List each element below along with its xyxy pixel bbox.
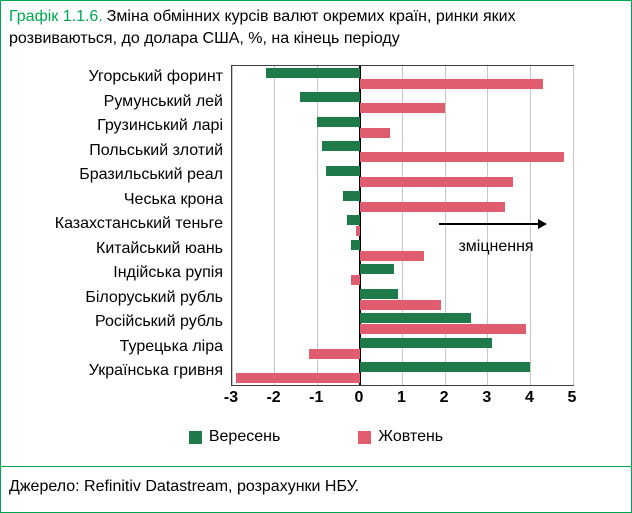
gridline	[274, 66, 276, 385]
bar-september	[359, 288, 399, 299]
x-tick-label: 4	[524, 389, 534, 406]
bar-september	[359, 362, 531, 373]
bar-september	[266, 67, 360, 78]
x-tick-label: 2	[439, 389, 449, 406]
category-label: Китайський юань	[96, 239, 223, 257]
x-tick-label: 0	[354, 389, 364, 406]
legend-swatch	[188, 430, 202, 444]
bar-september	[347, 215, 360, 225]
bar-september	[359, 337, 492, 348]
bar-september	[359, 313, 471, 324]
bar-october	[359, 201, 505, 212]
bar-october	[236, 373, 360, 384]
bar-september	[300, 92, 360, 103]
legend-swatch	[358, 430, 372, 444]
legend-item: Вересень	[188, 428, 281, 446]
category-label: Казахстанський теньге	[54, 215, 223, 233]
zero-axis-line	[359, 66, 361, 385]
bar-september	[321, 141, 360, 152]
bar-october	[308, 348, 360, 359]
x-tick-label: 1	[397, 389, 406, 406]
bar-october	[351, 275, 360, 286]
x-tick-label: 5	[567, 389, 577, 406]
legend-item: Жовтень	[358, 428, 443, 446]
bar-october	[359, 152, 565, 163]
strengthening-arrow-head	[538, 219, 547, 229]
legend-label: Жовтень	[378, 428, 444, 445]
category-label: Індійська рупія	[113, 264, 223, 282]
category-label: Бразильський реал	[79, 166, 223, 184]
bar-september	[342, 190, 360, 201]
bar-september	[351, 239, 360, 250]
bar-october	[359, 176, 514, 187]
chart-title: Графік 1.1.6. Зміна обмінних курсів валют…	[9, 6, 625, 49]
strengthening-label: зміцнення	[458, 238, 534, 255]
category-label: Українська гривня	[88, 362, 223, 380]
legend-label: Вересень	[208, 428, 281, 445]
bar-october	[359, 324, 527, 335]
bar-september	[359, 264, 394, 275]
bar-september	[325, 165, 360, 176]
category-label: Чеська крона	[123, 190, 223, 208]
category-label: Турецька ліра	[119, 337, 223, 355]
gridline	[487, 66, 489, 385]
bar-october	[359, 299, 441, 310]
category-label: Грузинський ларі	[97, 117, 223, 135]
x-tick-label: -2	[266, 389, 281, 406]
gridline	[231, 66, 233, 385]
strengthening-arrow-line	[439, 223, 539, 225]
bar-october	[359, 78, 544, 89]
gridline	[444, 66, 446, 385]
divider-line	[1, 466, 631, 467]
category-label: Російський рубль	[94, 313, 223, 331]
chart-legend: Вересень Жовтень	[1, 428, 631, 446]
chart-number: Графік 1.1.6.	[9, 8, 103, 25]
gridline	[529, 66, 531, 385]
bar-october	[355, 226, 360, 236]
gridline	[316, 66, 318, 385]
plot-area: зміцнення	[231, 65, 574, 386]
category-label: Угорський форинт	[88, 68, 223, 85]
bar-october	[359, 250, 424, 261]
x-tick-label: -1	[309, 389, 324, 406]
gridline	[402, 66, 403, 385]
category-label: Польський злотий	[89, 141, 223, 159]
category-label: Білоруський рубль	[85, 288, 223, 306]
x-tick-label: -3	[223, 389, 239, 406]
x-tick-label: 3	[482, 389, 492, 406]
bar-october	[359, 127, 390, 138]
bar-october	[359, 103, 446, 114]
source-note: Джерело: Refinitiv Datastream, розрахунк…	[9, 478, 360, 495]
gridline	[572, 66, 574, 385]
category-label: Румунський лей	[103, 92, 223, 110]
bar-september	[317, 116, 360, 127]
chart-title-text: Зміна обмінних курсів валют окремих краї…	[9, 8, 516, 47]
